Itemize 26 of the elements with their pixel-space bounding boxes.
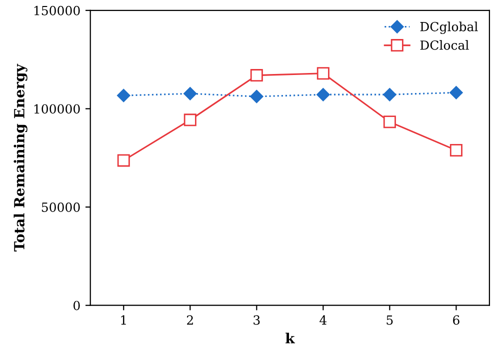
point [450,144,462,156]
point [250,90,264,104]
point [117,88,130,102]
legend-label: DCglobal [420,22,478,34]
y-tick-label: 0 [74,300,80,310]
point [316,67,330,80]
point [316,88,330,102]
x-tick-label: 3 [254,315,260,325]
x-axis-title: k [286,332,295,344]
x-tick-label: 4 [320,315,327,325]
x-tick-label: 6 [453,315,460,325]
point [117,154,130,167]
y-tick-label: 100000 [34,104,80,114]
point [184,87,197,100]
y-axis-title: Total Remaining Energy [14,64,28,252]
point [383,116,396,128]
point [250,69,263,82]
point [383,88,396,102]
x-tick-label: 5 [386,315,393,325]
y-tick-label: 50000 [42,202,80,212]
point [450,86,463,100]
x-tick-label: 2 [187,315,193,325]
x-tick-label: 1 [121,315,126,325]
legend-label: DClocal [420,40,469,50]
y-tick-label: 150000 [34,6,80,16]
point [184,114,196,126]
